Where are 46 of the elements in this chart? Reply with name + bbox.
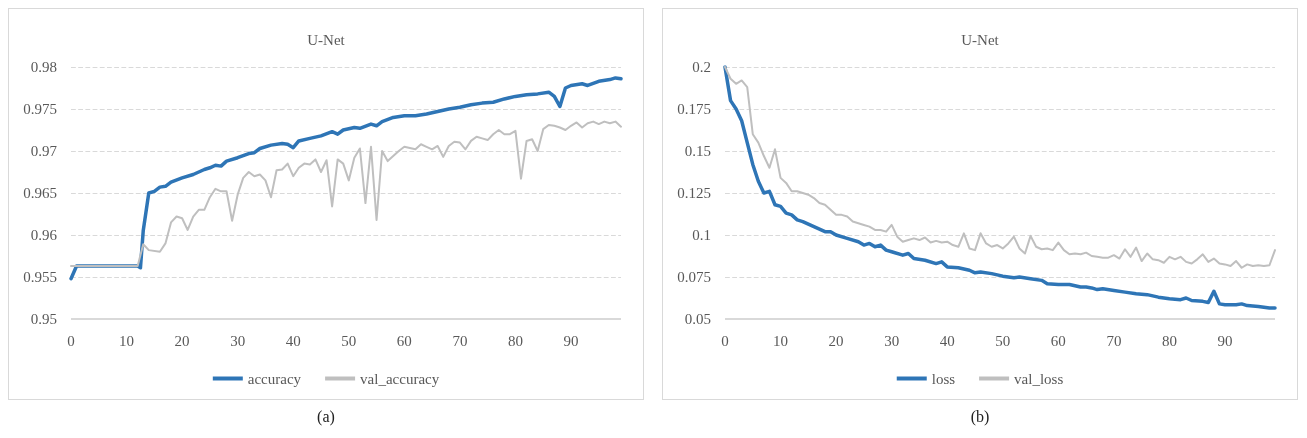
y-tick-label: 0.97 (30, 143, 58, 159)
legend-label: val_accuracy (360, 370, 440, 387)
x-tick-label: 90 (563, 332, 579, 349)
x-tick-label: 50 (995, 332, 1011, 349)
y-tick-label: 0.98 (30, 59, 57, 75)
x-tick-label: 70 (1106, 332, 1122, 349)
y-tick-label: 0.175 (677, 101, 711, 117)
y-tick-label: 0.05 (684, 311, 711, 327)
x-tick-label: 80 (507, 332, 523, 349)
x-tick-label: 70 (452, 332, 468, 349)
y-tick-label: 0.2 (692, 59, 711, 75)
line-series (70, 120, 622, 268)
x-tick-label: 10 (119, 332, 135, 349)
legend-label: val_loss (1014, 370, 1064, 387)
x-tick-label: 0 (721, 332, 729, 349)
x-tick-label: 20 (174, 332, 190, 349)
x-tick-label: 0 (67, 332, 75, 349)
line-series (723, 65, 1277, 310)
x-tick-label: 60 (396, 332, 412, 349)
y-tick-label: 0.1 (692, 227, 711, 243)
y-tick-label: 0.975 (23, 101, 57, 117)
chart-title: U-Net (961, 31, 1000, 48)
x-tick-label: 30 (230, 332, 246, 349)
text: (a) (317, 408, 335, 426)
x-tick-label: 30 (884, 332, 900, 349)
x-tick-label: 20 (828, 332, 844, 349)
x-tick-label: 40 (939, 332, 955, 349)
text: (b) (970, 408, 990, 426)
x-tick-label: 60 (1050, 332, 1066, 349)
y-tick-label: 0.96 (30, 227, 58, 243)
y-tick-label: 0.075 (677, 269, 711, 285)
legend-label: accuracy (247, 370, 302, 387)
y-tick-label: 0.125 (677, 185, 711, 201)
x-tick-label: 90 (1217, 332, 1233, 349)
y-tick-label: 0.95 (30, 311, 57, 327)
x-tick-label: 50 (341, 332, 357, 349)
y-tick-label: 0.955 (23, 269, 57, 285)
legend-label: loss (931, 370, 956, 387)
chart-title: U-Net (307, 31, 346, 48)
y-tick-label: 0.965 (23, 185, 57, 201)
x-tick-label: 40 (285, 332, 301, 349)
x-tick-label: 80 (1161, 332, 1177, 349)
y-tick-label: 0.15 (684, 143, 711, 159)
line-series (724, 66, 1276, 269)
line-series (69, 76, 623, 281)
x-tick-label: 10 (773, 332, 789, 349)
